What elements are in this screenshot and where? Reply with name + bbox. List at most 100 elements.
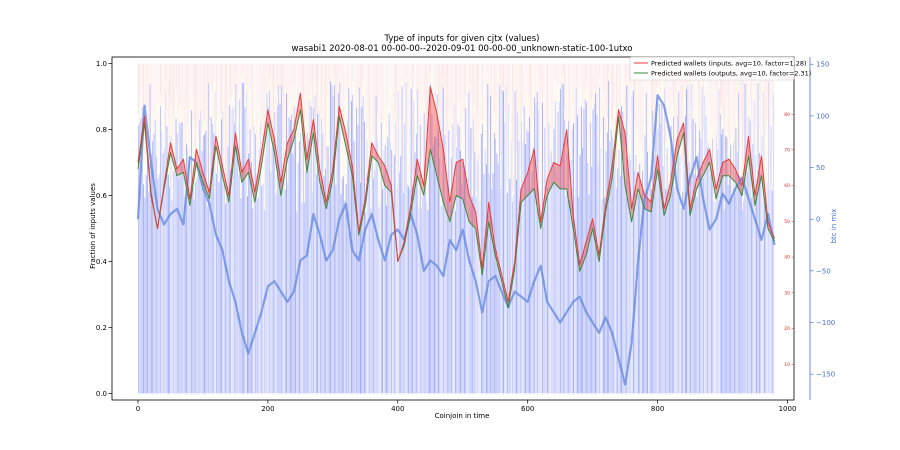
bar-pink xyxy=(671,63,673,102)
bar-yellow xyxy=(287,151,289,183)
bar-pink xyxy=(482,63,484,121)
bar-pink xyxy=(770,63,772,110)
bar-blue xyxy=(449,203,451,394)
bar-yellow xyxy=(735,96,737,129)
bar-yellow xyxy=(603,90,604,118)
bar-pink xyxy=(665,63,667,144)
bar-blue xyxy=(688,161,690,394)
bar-blue xyxy=(201,150,203,394)
bar-pink xyxy=(183,63,185,143)
bar-blue xyxy=(260,122,261,394)
bar-yellow xyxy=(560,75,561,89)
bar-pink xyxy=(570,63,572,154)
bar-pink xyxy=(444,63,446,120)
bar-yellow xyxy=(480,93,482,134)
bar-yellow xyxy=(139,98,141,123)
bar-pink xyxy=(222,63,224,105)
y2-tick-label: −100 xyxy=(816,319,835,327)
bar-yellow xyxy=(692,109,694,119)
bar-yellow xyxy=(375,92,377,96)
bar-yellow xyxy=(717,134,719,150)
bar-blue xyxy=(495,139,496,394)
bar-yellow xyxy=(617,159,619,169)
bar-yellow xyxy=(263,186,265,210)
bar-yellow xyxy=(234,90,235,124)
bar-yellow xyxy=(262,148,264,184)
bar-blue xyxy=(215,173,217,394)
bar-yellow xyxy=(331,83,333,86)
bar-pink xyxy=(169,63,170,145)
bar-pink xyxy=(367,63,369,119)
bar-blue xyxy=(143,184,144,394)
bar-yellow xyxy=(460,146,461,151)
bar-pink xyxy=(421,63,422,200)
bar-pink xyxy=(629,63,630,149)
bar-yellow xyxy=(247,184,248,197)
bar-blue xyxy=(304,202,306,394)
bar-blue xyxy=(344,200,346,394)
bar-yellow xyxy=(756,129,758,192)
bar-yellow xyxy=(599,76,600,88)
bar-blue xyxy=(517,112,519,394)
bar-yellow xyxy=(304,137,306,203)
bar-yellow xyxy=(662,138,664,167)
bar-blue xyxy=(535,102,537,394)
bar-pink xyxy=(213,63,215,107)
bar-blue xyxy=(765,195,767,394)
bar-blue xyxy=(700,137,702,394)
bar-blue xyxy=(248,153,250,394)
bar-pink xyxy=(742,63,743,166)
bar-blue xyxy=(474,152,476,394)
bar-yellow xyxy=(352,81,354,96)
bar-yellow xyxy=(686,84,687,90)
bar-blue xyxy=(206,206,208,394)
bar-pink xyxy=(765,63,767,136)
bar-pink xyxy=(736,63,738,121)
bar-pink xyxy=(635,63,637,135)
bar-pink xyxy=(471,63,473,154)
bar-blue xyxy=(477,161,478,394)
bar-blue xyxy=(360,182,361,394)
bar-pink xyxy=(574,63,576,130)
bar-yellow xyxy=(521,118,522,122)
bar-blue xyxy=(336,129,338,394)
bar-blue xyxy=(431,114,433,394)
bar-pink xyxy=(410,63,412,77)
bar-pink xyxy=(627,63,629,122)
bar-yellow xyxy=(449,149,451,204)
bar-yellow xyxy=(488,124,490,174)
bar-blue xyxy=(189,199,191,394)
bar-pink xyxy=(609,63,611,123)
bar-blue xyxy=(666,148,668,394)
bar-pink xyxy=(284,63,286,190)
bar-yellow xyxy=(544,126,546,128)
bar-pink xyxy=(275,63,277,151)
bar-yellow xyxy=(526,90,528,129)
bar-blue xyxy=(536,92,538,394)
bar-pink xyxy=(606,63,608,118)
bar-blue xyxy=(428,156,430,394)
bar-yellow xyxy=(541,97,543,103)
bar-pink xyxy=(270,63,272,167)
bar-pink xyxy=(232,63,234,87)
bar-yellow xyxy=(649,110,651,176)
bar-blue xyxy=(647,151,648,394)
bar-blue xyxy=(492,173,494,394)
bar-blue xyxy=(642,170,643,394)
bar-pink xyxy=(673,63,674,103)
bar-blue xyxy=(705,115,707,394)
bar-pink xyxy=(596,63,598,114)
bar-blue xyxy=(325,168,326,394)
bar-yellow xyxy=(673,102,674,117)
bar-yellow xyxy=(675,167,677,168)
bar-blue xyxy=(348,88,350,394)
bar-pink xyxy=(593,63,595,93)
bar-pink xyxy=(404,63,406,92)
bar-pink xyxy=(291,63,293,112)
bar-pink xyxy=(477,63,478,111)
bar-pink xyxy=(579,63,581,145)
bar-pink xyxy=(730,63,732,110)
bar-yellow xyxy=(309,95,311,101)
bar-yellow xyxy=(354,174,356,181)
